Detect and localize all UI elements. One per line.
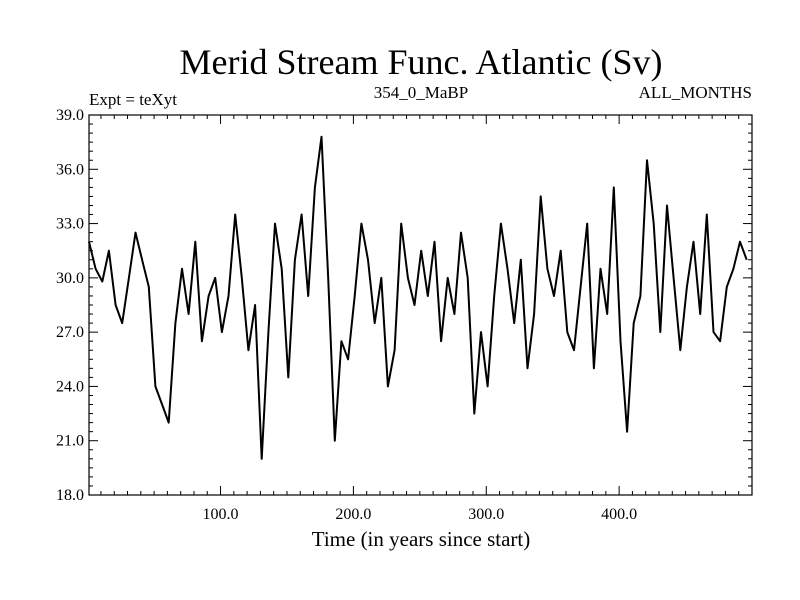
y-tick-label: 24.0 <box>56 378 84 395</box>
series-line <box>88 135 748 460</box>
x-tick-label: 400.0 <box>601 506 637 523</box>
y-tick-label: 18.0 <box>56 487 84 504</box>
subtitle-left: Expt = teXyt <box>89 90 177 109</box>
axis-tick-labels: 18.0 21.0 24.0 27.0 30.0 33.0 36.0 39.0 100.0 200… <box>56 107 637 523</box>
chart-title: Merid Stream Func. Atlantic (Sv) <box>180 42 663 82</box>
y-tick-label: 36.0 <box>56 161 84 178</box>
y-tick-label: 21.0 <box>56 433 84 450</box>
x-axis-label: Time (in years since start) <box>312 527 531 551</box>
y-tick-label: 27.0 <box>56 324 84 341</box>
x-tick-label: 100.0 <box>203 506 239 523</box>
y-tick-label: 39.0 <box>56 107 84 124</box>
x-tick-label: 300.0 <box>468 506 504 523</box>
subtitle-center: 354_0_MaBP <box>374 83 468 102</box>
plot-frame <box>88 114 753 496</box>
axis-ticks <box>89 114 752 496</box>
y-tick-label: 30.0 <box>56 270 84 287</box>
x-tick-label: 200.0 <box>335 506 371 523</box>
subtitle-right: ALL_MONTHS <box>639 83 752 102</box>
y-tick-label: 33.0 <box>56 216 84 233</box>
